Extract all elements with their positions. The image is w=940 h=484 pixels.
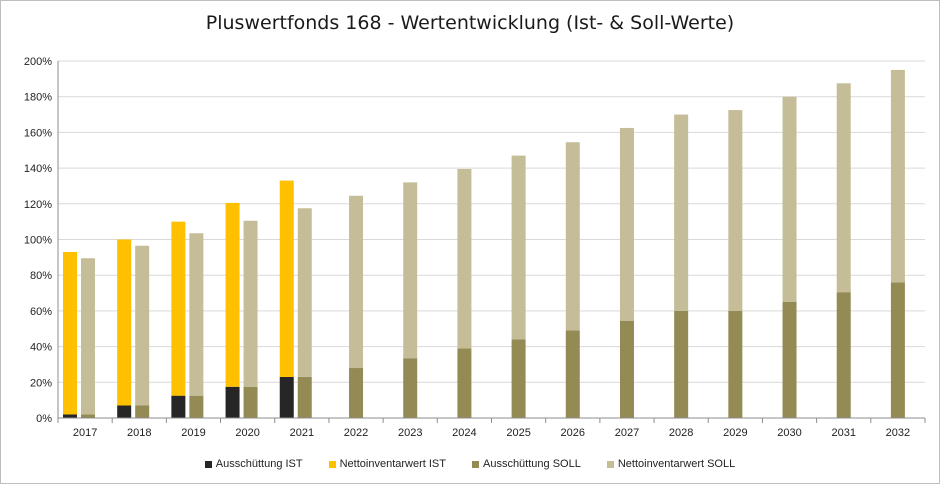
legend-swatch (204, 460, 212, 468)
x-tick-label: 2018 (127, 427, 151, 439)
x-tick-label: 2032 (886, 427, 910, 439)
legend-swatch (606, 460, 614, 468)
bar-aussch-ttung-soll-2023 (403, 358, 418, 418)
bar-nettoinventarwert-soll-2022 (349, 195, 364, 369)
bar-nettoinventarwert-ist-2018 (117, 239, 132, 406)
bar-aussch-ttung-soll-2025 (511, 339, 526, 418)
bar-nettoinventarwert-soll-2025 (511, 155, 526, 340)
bar-nettoinventarwert-ist-2019 (171, 221, 186, 396)
x-tick-label: 2026 (561, 427, 585, 439)
y-tick-label: 40% (30, 342, 52, 354)
bar-nettoinventarwert-ist-2017 (63, 251, 77, 415)
x-tick-label: 2021 (290, 427, 314, 439)
bar-nettoinventarwert-soll-2026 (565, 142, 580, 331)
bar-nettoinventarwert-soll-2029 (728, 110, 743, 311)
bar-nettoinventarwert-soll-2027 (619, 127, 634, 321)
bar-aussch-ttung-soll-2018 (135, 405, 150, 418)
bar-aussch-ttung-ist-2018 (117, 405, 132, 418)
y-tick-label: 0% (36, 413, 52, 425)
bar-aussch-ttung-soll-2020 (243, 386, 258, 418)
bar-aussch-ttung-soll-2021 (297, 376, 312, 418)
bar-nettoinventarwert-ist-2020 (225, 202, 240, 387)
x-tick-label: 2029 (723, 427, 747, 439)
y-tick-label: 140% (24, 163, 52, 175)
x-tick-label: 2031 (831, 427, 855, 439)
bar-nettoinventarwert-ist-2021 (279, 180, 294, 377)
legend-item: Nettoinventarwert SOLL (606, 458, 736, 470)
bar-nettoinventarwert-soll-2017 (81, 258, 95, 415)
y-tick-label: 80% (30, 270, 52, 282)
bar-nettoinventarwert-soll-2023 (403, 182, 418, 359)
y-tick-label: 100% (24, 235, 52, 247)
axis-layer: 0% 20% 40% 60% 80% 100% 120% 140% 160% 180% 200% 20… (24, 56, 926, 439)
bar-aussch-ttung-soll-2029 (728, 310, 743, 418)
bar-aussch-ttung-soll-2024 (457, 348, 472, 418)
y-tick-label: 60% (30, 306, 52, 318)
legend-item: Ausschüttung SOLL (471, 458, 581, 470)
y-tick-label: 180% (24, 92, 52, 104)
bar-nettoinventarwert-soll-2031 (836, 83, 851, 293)
legend-label: Nettoinventarwert IST (339, 458, 446, 470)
bar-aussch-ttung-ist-2021 (279, 376, 294, 418)
bar-nettoinventarwert-soll-2019 (189, 233, 204, 396)
bar-nettoinventarwert-soll-2021 (297, 208, 312, 377)
bar-aussch-ttung-soll-2026 (565, 330, 580, 418)
bar-aussch-ttung-ist-2020 (225, 386, 240, 418)
bar-nettoinventarwert-soll-2028 (674, 114, 689, 311)
bar-layer (63, 69, 905, 418)
bar-aussch-ttung-soll-2030 (782, 301, 797, 418)
bar-aussch-ttung-ist-2019 (171, 395, 186, 418)
bar-aussch-ttung-soll-2017 (81, 414, 95, 418)
y-tick-label: 120% (24, 199, 52, 211)
x-tick-label: 2027 (615, 427, 639, 439)
x-tick-label: 2030 (777, 427, 801, 439)
bar-nettoinventarwert-soll-2018 (135, 245, 150, 406)
bar-aussch-ttung-ist-2017 (63, 414, 77, 418)
y-tick-label: 200% (24, 56, 52, 68)
bar-aussch-ttung-soll-2022 (349, 368, 364, 418)
x-tick-label: 2025 (506, 427, 530, 439)
bar-aussch-ttung-soll-2027 (619, 320, 634, 418)
legend-label: Ausschüttung SOLL (482, 458, 581, 470)
legend-item: Ausschüttung IST (204, 458, 303, 470)
x-tick-label: 2020 (235, 427, 259, 439)
bar-aussch-ttung-soll-2031 (836, 292, 851, 418)
legend-swatch (328, 460, 336, 468)
x-tick-label: 2023 (398, 427, 422, 439)
bar-aussch-ttung-soll-2032 (890, 282, 905, 418)
y-tick-label: 160% (24, 127, 52, 139)
legend-swatch (471, 460, 479, 468)
x-tick-label: 2019 (181, 427, 205, 439)
bar-nettoinventarwert-soll-2032 (890, 69, 905, 283)
legend-item: Nettoinventarwert IST (328, 458, 446, 470)
x-tick-label: 2022 (344, 427, 368, 439)
bar-aussch-ttung-soll-2028 (674, 310, 689, 418)
x-tick-label: 2017 (73, 427, 97, 439)
legend: Ausschüttung IST Nettoinventarwert IST Aus… (0, 458, 940, 470)
x-tick-label: 2028 (669, 427, 693, 439)
bar-nettoinventarwert-soll-2020 (243, 220, 258, 387)
legend-label: Ausschüttung IST (215, 458, 303, 470)
bar-aussch-ttung-soll-2019 (189, 395, 204, 418)
legend-label: Nettoinventarwert SOLL (617, 458, 736, 470)
chart-title: Pluswertfonds 168 - Wertentwicklung (Ist… (205, 12, 735, 34)
bar-nettoinventarwert-soll-2024 (457, 168, 472, 349)
bar-nettoinventarwert-soll-2030 (782, 96, 797, 302)
y-tick-label: 20% (30, 377, 52, 389)
x-tick-label: 2024 (452, 427, 476, 439)
